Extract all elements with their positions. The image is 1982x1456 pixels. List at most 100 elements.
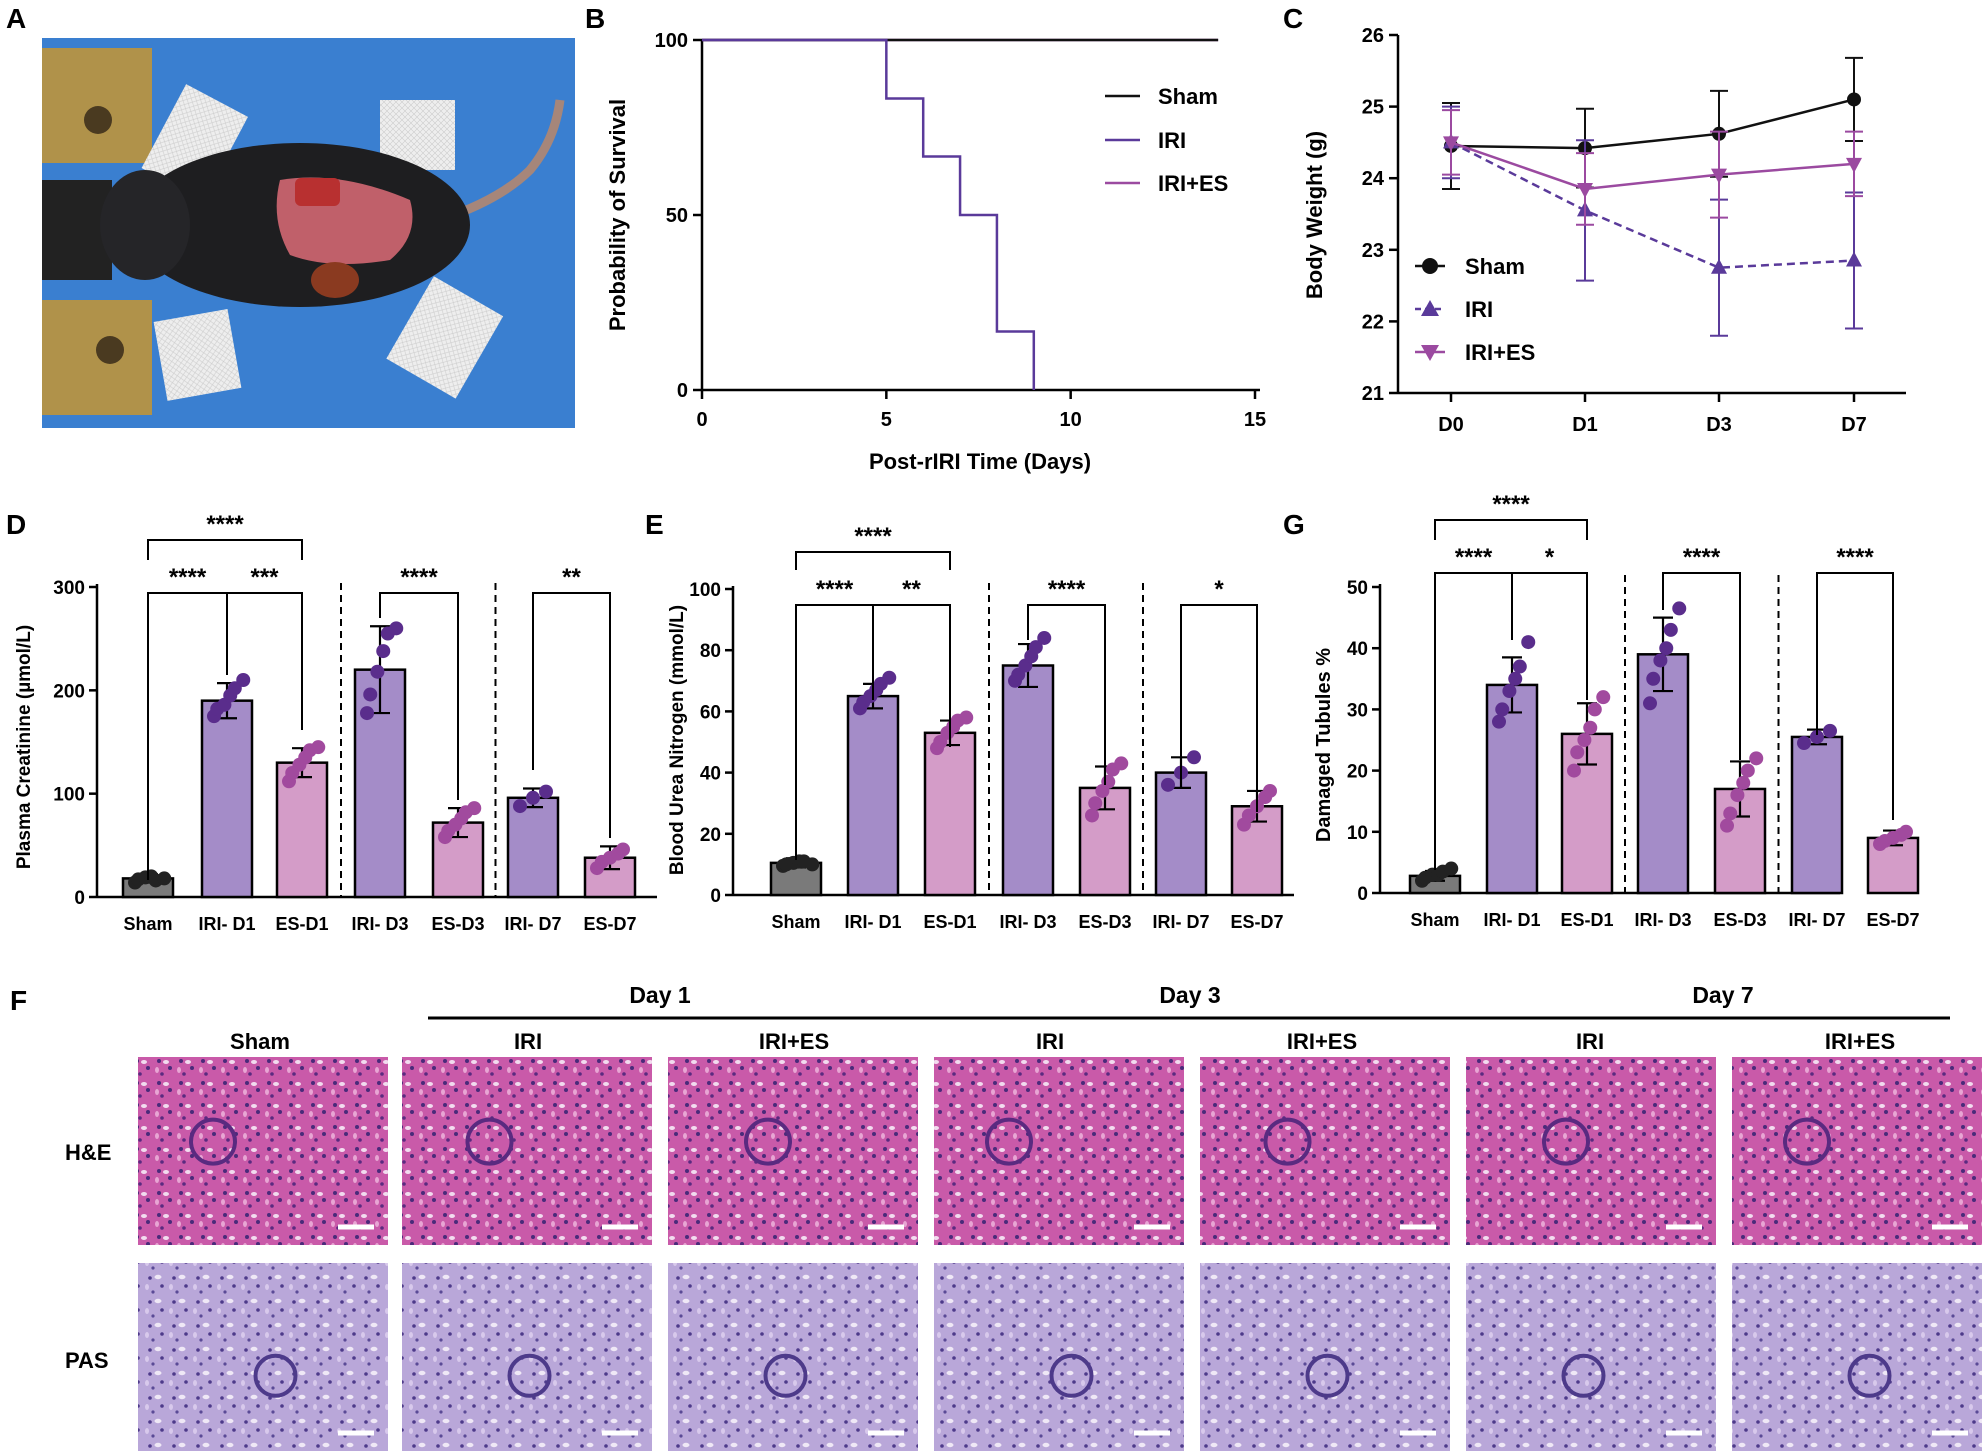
e-category-label: IRI- D3: [999, 912, 1056, 932]
d-significance-label: ****: [400, 564, 438, 591]
f-col-iries-d3: IRI+ES: [1287, 1029, 1357, 1054]
c-point-sham: [1847, 92, 1861, 107]
g-significance-bracket: [1511, 572, 1588, 700]
tape-1: [141, 84, 248, 201]
c-legend-iri-marker: [1421, 300, 1439, 316]
glomerulus: [253, 1353, 298, 1398]
c-series-line: [1450, 141, 1855, 191]
d-category-label: ES-D7: [583, 914, 636, 934]
d-ytick-label: 200: [53, 681, 85, 702]
c-xtick-label: D0: [1438, 414, 1464, 436]
g-significance-label: *: [1545, 544, 1555, 571]
e-data-point: [1088, 796, 1103, 811]
e-significance-bracket: [795, 551, 951, 570]
d-data-point: [467, 801, 482, 816]
d-data-point: [363, 687, 378, 702]
kidney-top: [295, 178, 340, 206]
glomerulus: [507, 1353, 552, 1398]
c-ytick-label: 23: [1362, 240, 1384, 262]
panel-g-tubules-chart: Damaged Tubules % 0 10 20 30 40 50 Sham IRI- D1…: [1313, 491, 1920, 930]
e-bar: [923, 731, 977, 897]
pas-tile: [934, 1263, 1184, 1451]
clamp-bottom-hole: [96, 336, 124, 364]
b-legend-iri: IRI: [1158, 128, 1186, 153]
f-col-iries-d7: IRI+ES: [1825, 1029, 1895, 1054]
e-bar: [1001, 664, 1055, 897]
c-legend-sham-marker: [1422, 258, 1438, 274]
glomerulus: [189, 1117, 237, 1166]
b-xtick-label: 0: [696, 409, 707, 431]
d-category-label: IRI- D3: [351, 914, 408, 934]
g-category-label: IRI- D7: [1788, 910, 1845, 930]
f-row-he: H&E: [65, 1140, 111, 1165]
f-day3-label: Day 3: [1159, 982, 1220, 1008]
g-significance-label: ****: [1683, 544, 1721, 571]
d-data-point: [513, 799, 527, 814]
d-significance-bracket: [226, 592, 303, 730]
g-category-label: IRI- D3: [1634, 910, 1691, 930]
c-series-line: [1450, 141, 1855, 269]
d-significance-label: ****: [169, 564, 207, 591]
e-data-point: [1241, 808, 1256, 823]
b-ytick-label: 100: [655, 30, 688, 52]
g-bar: [1636, 653, 1690, 895]
e-significance-bracket: [1027, 604, 1106, 785]
b-legend-sham: Sham: [1158, 84, 1218, 109]
tape-3: [153, 309, 242, 401]
e-data-point: [1028, 640, 1043, 655]
c-ytick-label: 22: [1362, 311, 1384, 333]
g-bar: [1485, 683, 1539, 895]
c-xtick-label: D7: [1841, 414, 1867, 436]
glomerulus: [1847, 1353, 1892, 1398]
e-significance-label: **: [902, 576, 921, 603]
b-xtick-label: 10: [1060, 409, 1082, 431]
g-data-point: [1495, 702, 1510, 717]
g-data-point: [1672, 601, 1687, 616]
g-ytick-label: 10: [1347, 823, 1368, 844]
g-data-point: [1512, 659, 1527, 674]
g-data-point: [1749, 751, 1764, 766]
d-significance-label: ****: [206, 511, 244, 538]
g-data-point: [1810, 729, 1824, 744]
b-xtick-label: 5: [881, 409, 892, 431]
clamp-top-hole: [84, 106, 112, 134]
panel-letter-c: C: [1283, 3, 1303, 34]
b-legend-iries: IRI+ES: [1158, 171, 1228, 196]
g-data-point: [1444, 861, 1459, 876]
panel-a-photo: [42, 38, 575, 428]
panel-letter-a: A: [6, 3, 26, 34]
d-category-label: Sham: [123, 914, 172, 934]
d-data-point: [157, 871, 172, 886]
e-ytick-label: 0: [710, 886, 721, 907]
he-tile: [1200, 1057, 1450, 1245]
c-point-iri: [1711, 258, 1727, 274]
d-category-label: IRI- D1: [198, 914, 255, 934]
d-category-label: ES-D1: [275, 914, 328, 934]
g-data-point: [1587, 702, 1602, 717]
b-ylabel: Probability of Survival: [605, 99, 630, 331]
g-data-point: [1596, 690, 1611, 705]
g-ylabel: Damaged Tubules %: [1313, 648, 1335, 842]
panel-f-histology: Day 1 Day 3 Day 7 Sham IRI IRI+ES IRI IR…: [65, 982, 1982, 1451]
pas-tile: [1732, 1263, 1982, 1451]
e-category-label: Sham: [771, 912, 820, 932]
d-bar: [506, 796, 560, 899]
g-data-point: [1740, 763, 1755, 778]
f-row-pas: PAS: [65, 1348, 109, 1373]
g-significance-bracket: [1816, 572, 1894, 820]
glomerulus: [744, 1117, 792, 1166]
f-col-sham: Sham: [230, 1029, 290, 1054]
e-significance-label: ****: [1048, 576, 1086, 603]
g-data-point: [1730, 788, 1745, 803]
he-tile: [668, 1057, 918, 1245]
b-legend: Sham IRI IRI+ES: [1105, 84, 1228, 196]
g-data-point: [1663, 622, 1678, 637]
e-bar: [1154, 771, 1208, 897]
c-point-iries: [1846, 157, 1862, 173]
g-data-point: [1736, 775, 1751, 790]
panel-d-creatinine-chart: Plasma Creatinine (µmol/L) 0 100 200 300 Sha…: [14, 511, 657, 934]
e-data-point: [805, 857, 820, 872]
e-bar: [846, 694, 900, 897]
g-ytick-label: 0: [1357, 884, 1368, 905]
c-series-line: [1450, 98, 1855, 150]
